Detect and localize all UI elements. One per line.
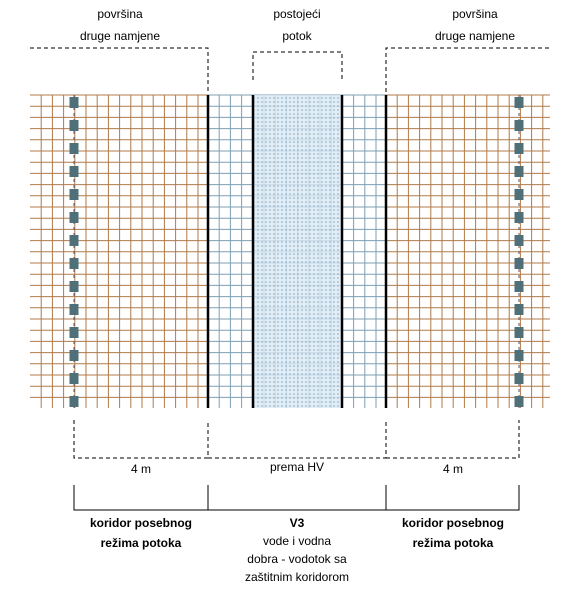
marker — [514, 166, 524, 177]
zone-label: zaštitnim koridorom — [245, 570, 349, 584]
marker — [514, 120, 524, 131]
marker — [69, 212, 79, 223]
zone-label: koridor posebnog — [402, 516, 504, 530]
zone-label: režima potoka — [101, 536, 182, 550]
marker — [69, 304, 79, 315]
marker — [514, 235, 524, 246]
zone-label: vode i vodna — [263, 534, 331, 548]
stream-dots — [253, 95, 342, 408]
label: druge namjene — [435, 29, 515, 43]
label: potok — [282, 29, 312, 43]
dimension: 4 m — [131, 462, 151, 476]
markers — [69, 95, 524, 408]
label: postojeći — [273, 7, 320, 21]
label: površina — [452, 7, 498, 21]
zone-label: koridor posebnog — [90, 516, 192, 530]
marker — [69, 166, 79, 177]
zone-label: dobra - vodotok sa — [247, 552, 347, 566]
marker — [69, 373, 79, 384]
marker — [69, 235, 79, 246]
marker — [514, 373, 524, 384]
marker — [514, 327, 524, 338]
marker — [69, 120, 79, 131]
marker — [69, 258, 79, 269]
zone-title: V3 — [290, 516, 305, 530]
marker — [514, 212, 524, 223]
dimension: 4 m — [443, 462, 463, 476]
top-brackets — [30, 47, 550, 92]
marker — [514, 97, 524, 108]
marker — [514, 281, 524, 292]
label: površina — [97, 7, 143, 21]
marker — [514, 396, 524, 407]
marker — [514, 258, 524, 269]
marker — [69, 97, 79, 108]
marker — [514, 143, 524, 154]
marker — [69, 281, 79, 292]
marker — [69, 189, 79, 200]
zone-brackets — [73, 485, 520, 511]
zone-label: režima potoka — [413, 536, 494, 550]
marker — [69, 396, 79, 407]
marker — [514, 304, 524, 315]
dimension: prema HV — [270, 460, 324, 474]
marker — [69, 350, 79, 361]
marker — [69, 327, 79, 338]
marker — [69, 143, 79, 154]
marker — [514, 189, 524, 200]
marker — [514, 350, 524, 361]
boundaries — [206, 95, 388, 408]
dimension-lines — [73, 420, 520, 459]
label: druge namjene — [80, 29, 160, 43]
